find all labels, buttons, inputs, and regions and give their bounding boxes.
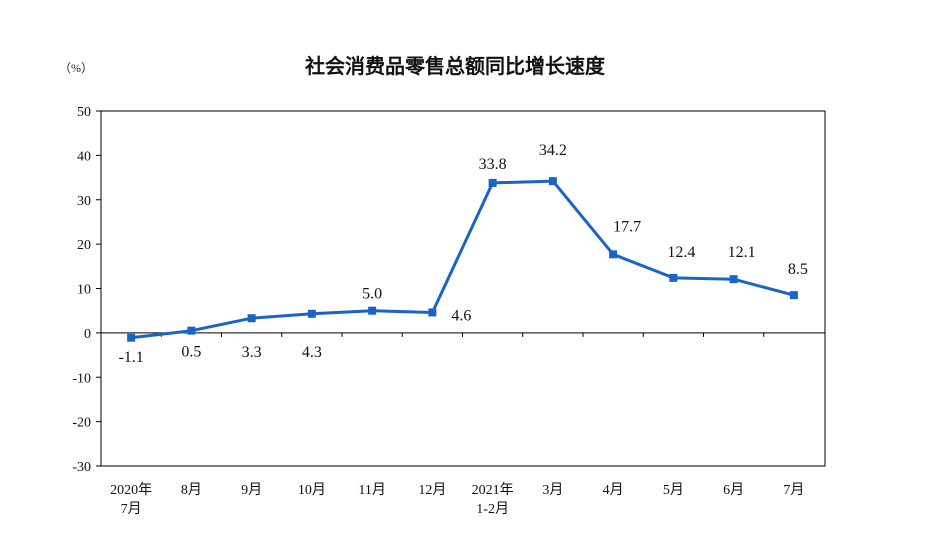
data-point [548, 177, 557, 186]
x-tick-label: 2020年 7月 [110, 483, 153, 517]
data-label: 8.5 [788, 261, 808, 278]
y-tick-label: -10 [72, 371, 91, 386]
data-point [428, 308, 437, 317]
x-tick-label: 11月 [358, 483, 386, 498]
data-point [368, 306, 377, 315]
x-tick-label: 9月 [241, 483, 263, 498]
x-tick-label: 10月 [297, 483, 326, 498]
y-tick-label: -30 [72, 460, 91, 475]
data-point [187, 326, 196, 335]
data-label: 5.0 [362, 286, 382, 303]
x-axis [101, 332, 825, 337]
x-tick-label: 2021年 1-2月 [471, 483, 514, 517]
y-tick-label: 30 [77, 194, 91, 209]
x-tick-label: 6月 [723, 483, 745, 498]
data-label: 17.7 [613, 218, 641, 235]
y-tick-label: 50 [77, 105, 91, 120]
data-point [247, 314, 256, 323]
data-label: 3.3 [242, 344, 262, 361]
chart-title: 社会消费品零售总额同比增长速度 [304, 54, 606, 78]
y-tick-label: 40 [77, 149, 91, 164]
series-line [130, 179, 795, 340]
y-tick-label: 0 [84, 327, 91, 342]
data-point [307, 309, 316, 318]
data-point [609, 250, 618, 259]
y-axis-unit-label: （%） [59, 61, 93, 75]
x-tick-label: 3月 [542, 483, 564, 498]
data-labels: -1.1 0.5 3.3 4.3 5.0 4.6 33.8 34.2 17.7 12.4 12.1 8… [118, 142, 807, 366]
data-label: 34.2 [539, 142, 567, 159]
x-tick-label: 4月 [602, 483, 624, 498]
data-point [488, 178, 497, 187]
y-tick-label: 10 [77, 283, 91, 298]
x-tick-label: 8月 [180, 483, 202, 498]
data-label: 4.3 [302, 344, 322, 361]
data-label: 12.1 [728, 244, 756, 261]
data-point [127, 333, 136, 342]
series-group [127, 177, 798, 342]
x-tick-label: 12月 [418, 483, 447, 498]
data-label: 33.8 [479, 156, 507, 173]
data-label: 4.6 [451, 307, 471, 324]
y-tick-label: -20 [72, 416, 91, 431]
data-label: 12.4 [667, 244, 695, 261]
x-tick-label: 5月 [662, 483, 684, 498]
plot-area-frame [100, 110, 826, 467]
data-point [669, 273, 678, 282]
data-label: 0.5 [181, 344, 201, 361]
data-label: -1.1 [118, 349, 143, 366]
x-tick-label: 7月 [783, 483, 805, 498]
y-axis: 50 40 30 20 10 0 -10 -20 -30 [72, 105, 101, 475]
data-point [789, 291, 798, 300]
data-point [729, 275, 738, 284]
y-tick-label: 20 [77, 238, 91, 253]
